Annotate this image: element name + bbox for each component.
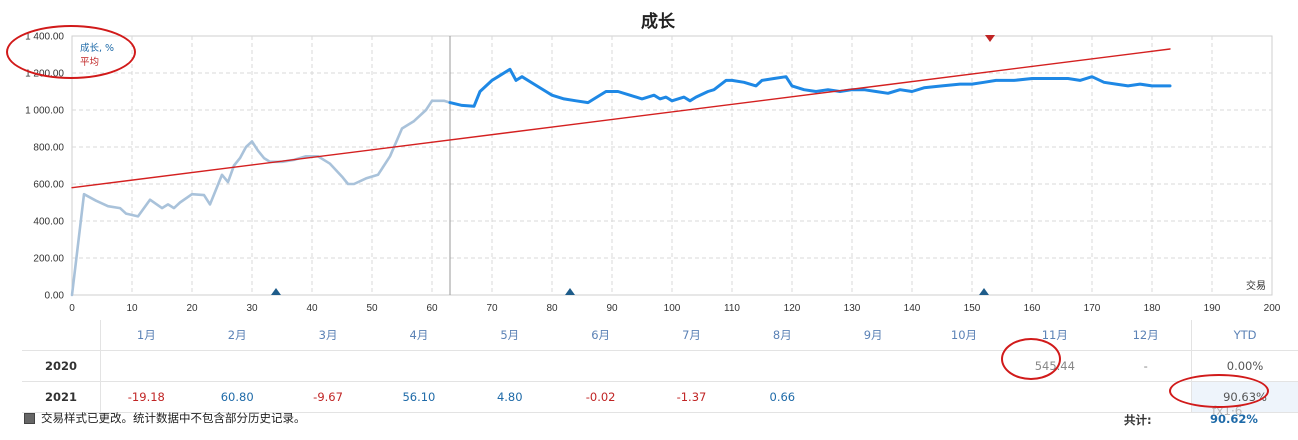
header-ytd: YTD [1191,320,1298,351]
x-tick-label: 170 [1084,303,1101,314]
month-value: -0.02 [555,381,647,413]
event-marker-triangle [985,35,995,42]
header-month: 11月 [1009,320,1101,351]
x-tick-label: 180 [1144,303,1161,314]
x-tick-label: 160 [1024,303,1041,314]
ytd-value: 90.63% [1191,381,1298,413]
month-value: 545.44 [1009,350,1101,382]
month-value [736,350,828,382]
month-value [282,350,374,382]
month-value [1100,381,1192,413]
x-tick-label: 100 [664,303,681,314]
x-tick-label: 10 [126,303,138,314]
trade-markers [271,35,995,295]
month-value: 4.80 [464,381,556,413]
monthly-returns-table: 1月 2月 3月 4月 5月 6月 7月 8月 9月 10月 11月 12月 Y… [22,320,1298,413]
month-value [100,350,192,382]
footer-note: 交易样式已更改。统计数据中不包含部分历史记录。 [41,411,306,425]
month-value: - [1100,350,1192,382]
watermark: fx1·6 [1212,404,1243,418]
x-tick-label: 140 [904,303,921,314]
y-tick-label: 0.00 [45,291,65,302]
month-value [827,350,919,382]
legend-item-growth: 成长, % [80,42,114,54]
chart-title: 成长 [641,11,676,32]
row-year: 2020 [22,350,101,382]
month-value: -19.18 [100,381,192,413]
x-tick-label: 30 [246,303,258,314]
month-value [646,350,737,382]
table-row: 2020 545.44 - 0.00% [22,350,1298,382]
header-month: 6月 [555,320,647,351]
x-tick-label: 50 [366,303,378,314]
header-year-cell [22,320,101,351]
y-tick-label: 200.00 [33,254,64,265]
month-value: 0.66 [736,381,828,413]
month-value [1009,381,1101,413]
trade-marker-triangle [271,288,281,295]
month-value [918,381,1010,413]
x-tick-label: 90 [606,303,618,314]
growth-line-current [448,67,1172,108]
month-value [918,350,1010,382]
month-value: 56.10 [373,381,465,413]
x-axis: 0 10 20 30 40 50 60 70 80 90 100 110 120 130 140 150 160… [69,303,1281,314]
legend-item-average: 平均 [80,56,99,68]
header-month: 5月 [464,320,556,351]
ytd-value: 0.00% [1191,350,1298,382]
y-tick-label: 400.00 [33,217,64,228]
x-tick-label: 200 [1264,303,1281,314]
month-value [827,381,919,413]
header-month: 1月 [100,320,192,351]
month-value: 60.80 [191,381,283,413]
x-tick-label: 70 [486,303,498,314]
x-tick-label: 130 [844,303,861,314]
header-month: 7月 [646,320,737,351]
row-year: 2021 [22,381,101,413]
x-tick-label: 190 [1204,303,1221,314]
y-tick-label: 600.00 [33,180,64,191]
growth-line-history [70,99,452,297]
trade-marker-triangle [565,288,575,295]
trade-marker-triangle [979,288,989,295]
x-tick-label: 120 [784,303,801,314]
header-month: 4月 [373,320,465,351]
x-tick-label: 150 [964,303,981,314]
x-tick-label: 60 [426,303,438,314]
footer-bar: 交易样式已更改。统计数据中不包含部分历史记录。 共计: 90.62% [24,410,1284,432]
growth-chart: 成长 0.00 200.00 400.00 600.00 800.00 1 000.00 1… [25,11,1281,314]
month-value [191,350,283,382]
month-value: -1.37 [646,381,737,413]
y-tick-label: 1 000.00 [25,106,64,117]
header-month: 9月 [827,320,919,351]
month-value [373,350,465,382]
x-tick-label: 0 [69,303,75,314]
header-month: 2月 [191,320,283,351]
x-axis-label: 交易 [1246,279,1266,292]
header-month: 3月 [282,320,374,351]
header-month: 12月 [1100,320,1192,351]
info-square-icon [24,413,35,424]
y-tick-label: 800.00 [33,143,64,154]
x-tick-label: 80 [546,303,558,314]
series-group [70,48,1172,297]
total-label: 共计: [1124,413,1152,427]
month-value: -9.67 [282,381,374,413]
y-tick-label: 1 200.00 [25,69,64,80]
x-tick-label: 110 [724,303,740,314]
table-row: 2021 -19.18 60.80 -9.67 56.10 4.80 -0.02… [22,381,1298,413]
month-value [555,350,647,382]
x-tick-label: 20 [186,303,198,314]
header-month: 10月 [918,320,1010,351]
y-axis: 0.00 200.00 400.00 600.00 800.00 1 000.00 1 20… [25,32,64,302]
total-value: 90.62% [1210,412,1258,426]
grid-lines [72,36,1272,295]
month-value [464,350,556,382]
table-header-row: 1月 2月 3月 4月 5月 6月 7月 8月 9月 10月 11月 12月 Y… [22,320,1298,351]
y-tick-label: 1 400.00 [25,32,64,43]
x-tick-label: 40 [306,303,318,314]
header-month: 8月 [736,320,828,351]
average-trend-line [71,48,1171,189]
